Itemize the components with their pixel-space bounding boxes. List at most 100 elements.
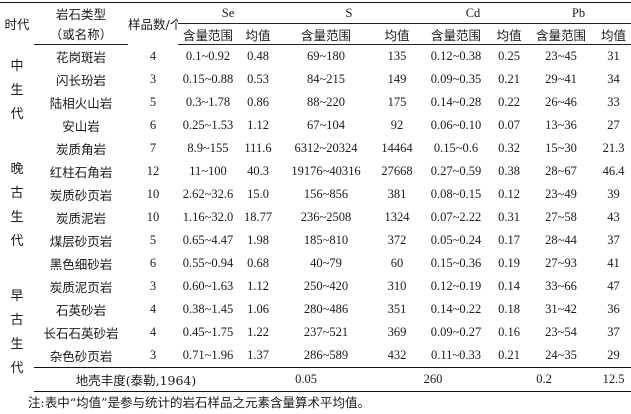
header-element-cd: Cd [420,2,527,24]
pb-mean-cell: 46.4 [602,164,625,178]
pb-range-cell: 23~49 [545,187,577,201]
pb-mean-cell: 36 [607,302,620,316]
cd-range-cell: 0.27~0.59 [430,164,482,178]
se-range-cell: 0.55~0.94 [182,256,234,270]
cd-mean-cell: 0.18 [498,302,520,316]
pb-range-cell: 28~67 [545,164,577,178]
sample-count-cell: 3 [128,344,178,368]
se-range-cell: 0.1~0.92 [185,49,231,63]
se-mean-cell: 18.77 [243,210,273,224]
sample-count-cell: 5 [149,95,157,109]
se-range-cell: 0.15~0.88 [182,72,234,86]
table-row: 安山岩 6 0.25~1.53 1.12 67~104 92 0.06~0.10 0.07 13… [0,114,631,137]
s-range-cell: 237~521 [303,325,349,339]
rock-type-cell: 闪长玢岩 [55,73,106,88]
header-sample-count: 样品数/个 [128,2,178,45]
era-cell: 晚古生代 [0,137,34,275]
era-char: 生 [10,337,24,353]
s-mean-cell: 372 [387,233,407,247]
se-mean-cell: 1.12 [247,118,269,132]
sample-count-cell: 10 [146,210,160,224]
era-char: 中 [10,58,24,74]
s-range-cell: 6312~20324 [294,141,358,155]
header-era: 时代 [0,2,34,45]
sample-count-cell: 3 [149,72,157,86]
pb-range-cell: 23~45 [545,49,577,63]
s-range-cell: 280~486 [303,302,349,316]
header-rock-type: 岩石类型 [34,2,128,24]
table-row: 闪长玢岩 3 0.15~0.88 0.53 84~215 149 0.09~0.35 0.21… [0,68,631,91]
s-mean-cell: 432 [374,344,421,368]
table-row: 晚古生代 炭质角岩 7 8.9~155 111.6 6312~20324 14464 0.15… [0,137,631,249]
s-range-cell: 185~810 [303,233,349,247]
crustal-abundance-s: 260 [374,367,493,392]
se-range-cell: 0.71~1.96 [178,344,238,368]
crustal-abundance-row: 地壳丰度(泰勒,1964) 0.05 260 0.2 12.5 [0,367,631,392]
s-mean-cell: 60 [390,256,404,270]
cd-range-cell: 0.15~0.36 [430,256,482,270]
header-element-pb: Pb [526,2,631,24]
s-range-cell: 250~420 [303,279,349,293]
cd-mean-cell: 0.12 [498,187,520,201]
pb-mean-cell: 33 [607,95,620,109]
header-mean: 均值 [596,23,631,45]
cd-mean-cell: 0.21 [492,344,527,368]
s-mean-cell: 175 [387,95,407,109]
pb-mean-cell: 27 [607,118,620,132]
s-mean-cell: 135 [387,49,407,63]
header-range: 含量范围 [420,23,493,45]
pb-mean-cell: 37 [607,233,620,247]
se-range-cell: 1.16~32.0 [182,210,234,224]
pb-range-cell: 29~41 [545,72,577,86]
rock-type-cell: 石英砂岩 [55,303,106,318]
crustal-abundance-se: 0.05 [238,367,374,392]
pb-mean-cell: 21.3 [602,141,625,155]
s-mean-cell: 351 [387,302,407,316]
era-cell: 早古生代 [0,275,34,392]
se-mean-cell: 1.12 [247,279,269,293]
pb-mean-cell: 34 [607,72,620,86]
sample-count-cell: 12 [146,164,160,178]
pb-mean-cell: 47 [607,279,620,293]
rock-type-cell: 炭质泥岩 [55,211,106,226]
s-range-cell: 88~220 [306,95,345,109]
cd-mean-cell: 0.31 [498,210,520,224]
table-row: 杂色砂页岩 3 0.71~1.96 1.37 286~589 432 0.11~0.33 0.… [0,344,631,368]
era-char: 古 [10,186,24,201]
sample-count-cell: 5 [149,233,157,247]
rock-type-cell: 杂色砂页岩 [34,344,128,368]
header-element-s: S [278,2,421,24]
se-range-cell: 0.60~1.63 [182,279,234,293]
s-mean-cell: 27668 [381,164,413,178]
cd-range-cell: 0.08~0.15 [430,187,482,201]
se-mean-cell: 15.0 [247,187,269,201]
pb-mean-cell: 43 [607,210,620,224]
cd-range-cell: 0.09~0.35 [430,72,482,86]
s-mean-cell: 14464 [381,141,413,155]
era-char: 生 [10,210,24,225]
s-mean-cell: 149 [387,72,407,86]
s-mean-cell: 1324 [384,210,410,224]
crustal-abundance-label: 地壳丰度(泰勒,1964) [34,367,238,392]
se-range-cell: 0.3~1.78 [185,95,231,109]
cd-range-cell: 0.14~0.28 [430,95,482,109]
rock-type-cell: 长石石英砂岩 [43,326,119,341]
cd-range-cell: 0.12~0.19 [430,279,482,293]
rock-type-cell: 安山岩 [62,119,100,134]
table-row: 中生代 花岗斑岩 4 0.1~0.92 0.48 69~180 135 0.12~0.38 0.… [0,45,631,122]
pb-mean-cell: 29 [596,344,631,368]
cd-mean-cell: 0.38 [498,164,520,178]
header-mean: 均值 [238,23,278,45]
rock-type-cell: 炭质砂页岩 [49,188,113,203]
sample-count-cell: 3 [149,279,157,293]
pb-range-cell: 27~58 [545,210,577,224]
cd-range-cell: 0.07~2.22 [430,210,482,224]
rock-type-cell: 炭质角岩 [55,142,106,157]
s-range-cell: 67~104 [306,118,345,132]
sample-count-cell: 7 [149,141,157,155]
pb-range-cell: 26~46 [545,95,577,109]
table-body: 中生代花岗斑岩 4 0.1~0.92 0.48 69~180 135 0.12~0.38 0.… [0,45,631,392]
cd-mean-cell: 0.14 [498,279,520,293]
se-mean-cell: 1.37 [238,344,278,368]
era-char: 晚 [10,162,24,177]
